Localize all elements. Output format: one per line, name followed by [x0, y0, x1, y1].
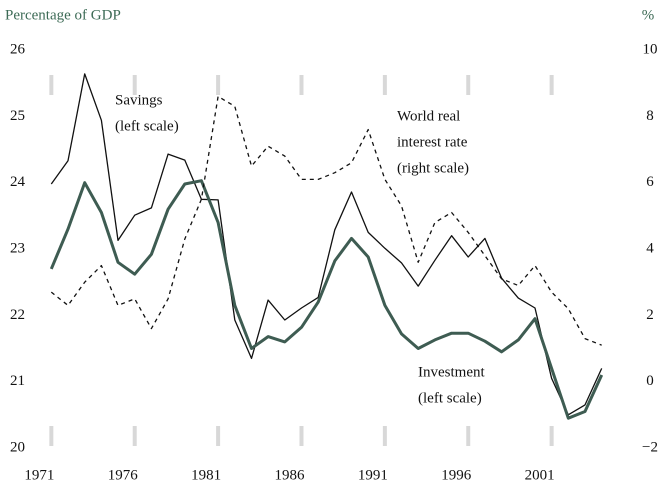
series-line [49, 179, 604, 420]
y-tick-label: 21 [10, 373, 25, 389]
y2-tick-label: 0 [646, 373, 654, 389]
series-line [50, 95, 602, 346]
right-axis-title: % [642, 7, 655, 23]
y2-tick-label: −2 [642, 439, 658, 455]
annotation: Savings [115, 92, 163, 108]
x-tick-label: 2001 [525, 467, 555, 483]
annotation: (left scale) [418, 390, 482, 406]
annotation: (right scale) [397, 160, 469, 176]
y2-tick-label: 6 [646, 174, 654, 190]
y2-tick-label: 4 [646, 240, 654, 256]
y-tick-label: 23 [10, 240, 25, 256]
y-tick-label: 22 [10, 307, 25, 323]
y-tick-label: 25 [10, 108, 25, 124]
y-tick-label: 24 [10, 174, 26, 190]
left-axis-title: Percentage of GDP [5, 7, 121, 23]
series-line [50, 73, 603, 416]
x-tick-label: 1996 [441, 467, 472, 483]
x-tick-label: 1981 [191, 467, 221, 483]
annotation: interest rate [397, 134, 468, 150]
y2-tick-label: 8 [646, 108, 654, 124]
y2-tick-label: 2 [646, 307, 654, 323]
x-tick-label: 1991 [358, 467, 388, 483]
y-tick-label: 26 [10, 41, 26, 57]
annotation: (left scale) [115, 118, 179, 134]
x-tick-label: 1986 [274, 467, 305, 483]
annotation: Investment [418, 364, 485, 380]
annotation: World real [397, 108, 460, 124]
y2-tick-label: 10 [643, 41, 658, 57]
x-tick-label: 1971 [24, 467, 54, 483]
y-tick-label: 20 [10, 439, 25, 455]
x-tick-label: 1976 [108, 467, 139, 483]
